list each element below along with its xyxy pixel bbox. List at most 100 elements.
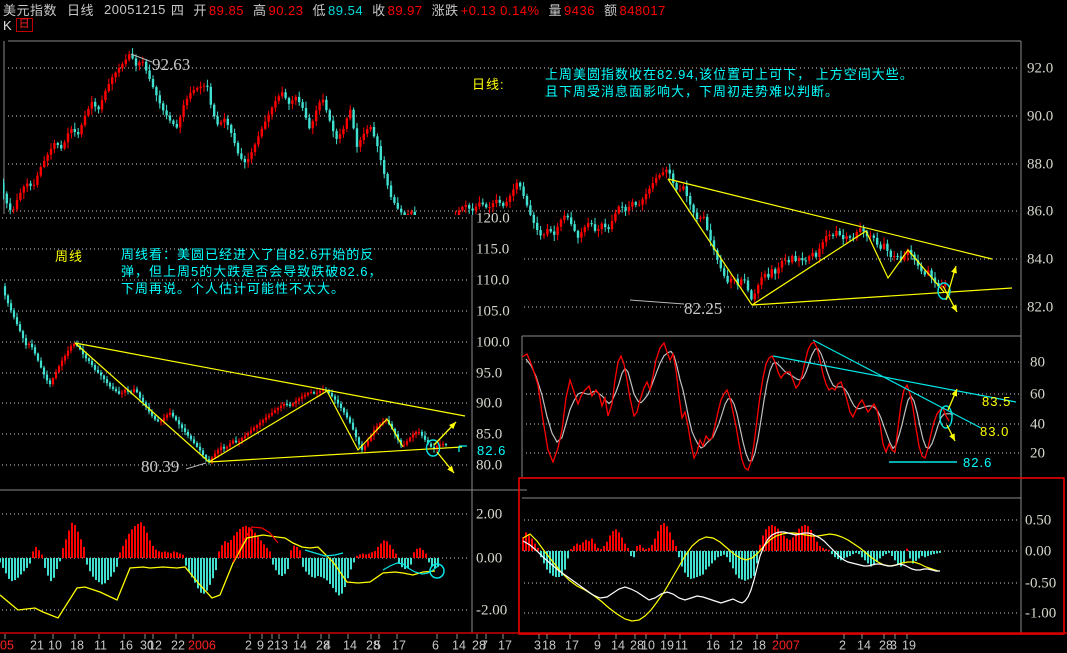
svg-text:14: 14 <box>857 638 871 652</box>
svg-text:0.50: 0.50 <box>1025 512 1051 528</box>
quote-field-label: 额 <box>603 2 618 18</box>
svg-text:22: 22 <box>171 638 185 652</box>
svg-text:3: 3 <box>534 638 541 652</box>
svg-text:14: 14 <box>611 638 625 652</box>
svg-text:10: 10 <box>48 638 62 652</box>
daily-note-text: 上周美圆指数收在82.94,该位置可上可下， 上方空间大些。且下周受消息面影响大… <box>545 67 914 99</box>
svg-text:14: 14 <box>293 638 307 652</box>
quote-field-value: 90.23 <box>268 2 304 18</box>
quote-field-value: 9436 <box>564 2 595 18</box>
quote-field-label: 高 <box>252 2 267 18</box>
svg-text:21: 21 <box>30 638 44 652</box>
svg-text:7: 7 <box>481 638 488 652</box>
weekly-low-price-label: 80.39 <box>141 457 180 476</box>
svg-text:84.0: 84.0 <box>1027 251 1053 267</box>
svg-text:0.00: 0.00 <box>1025 543 1051 559</box>
quote-fields: 开 89.85 高 90.23 低 89.54 收 89.97 涨跌 +0.13 0.14% 量 94… <box>184 0 665 19</box>
svg-text:28: 28 <box>879 638 893 652</box>
svg-text:18: 18 <box>542 638 556 652</box>
svg-text:6: 6 <box>432 638 439 652</box>
svg-text:2: 2 <box>245 638 252 652</box>
quote-field-低: 低 89.54 <box>313 0 364 19</box>
svg-text:92.0: 92.0 <box>1027 60 1053 76</box>
svg-text:17: 17 <box>392 638 406 652</box>
symbol-name[interactable]: 美元指数 <box>3 2 58 18</box>
svg-text:80.0: 80.0 <box>476 457 502 473</box>
quote-field-label: 量 <box>548 2 563 18</box>
svg-text:10: 10 <box>641 638 655 652</box>
k-period-badge[interactable]: 日 <box>15 18 33 32</box>
svg-text:13: 13 <box>274 638 288 652</box>
svg-text:28: 28 <box>366 638 380 652</box>
oscillator-focus-circle <box>939 405 953 429</box>
quote-bar: 美元指数 日线 20051215 四 开 89.85 高 90.23 低 89.54 收 89… <box>3 0 666 19</box>
quote-field-value: +0.13 0.14% <box>460 2 540 18</box>
quote-field-label: 收 <box>372 2 386 18</box>
selected-pane-border <box>518 477 1065 635</box>
svg-text:14: 14 <box>452 638 466 652</box>
svg-text:5: 5 <box>374 638 381 652</box>
quote-field-label: 低 <box>312 2 327 18</box>
svg-text:80: 80 <box>1030 354 1045 370</box>
svg-text:85.0: 85.0 <box>476 426 502 442</box>
k-indicator-label[interactable]: K <box>3 17 12 33</box>
svg-text:14: 14 <box>343 638 357 652</box>
svg-text:82.0: 82.0 <box>1027 299 1053 315</box>
svg-text:4: 4 <box>324 638 331 652</box>
svg-text:18: 18 <box>70 638 84 652</box>
peak-price-label: 92.63 <box>152 55 191 74</box>
quote-field-开: 开 89.85 <box>193 0 244 19</box>
macd-left-focus-circle <box>429 563 445 579</box>
svg-text:115.0: 115.0 <box>476 241 509 257</box>
svg-text:100.0: 100.0 <box>476 334 510 350</box>
svg-text:2: 2 <box>839 638 846 652</box>
svg-text:90.0: 90.0 <box>476 395 502 411</box>
weekly-support-label: 82.6 <box>477 443 507 458</box>
svg-text:60: 60 <box>1030 386 1045 402</box>
oscillator-panel[interactable]: 80 60 40 20 <box>521 335 1045 477</box>
svg-text:17: 17 <box>498 638 512 652</box>
svg-text:12: 12 <box>148 638 162 652</box>
kline-indicator-row: K 日 <box>3 17 33 33</box>
svg-text:120.0: 120.0 <box>476 210 510 226</box>
svg-text:20: 20 <box>1030 445 1045 461</box>
quote-weekday: 四 <box>170 2 185 18</box>
daily-low-price-label: 82.25 <box>684 299 723 318</box>
target-high-label: 83.5 <box>982 394 1012 409</box>
svg-text:40: 40 <box>1030 416 1045 432</box>
macd-panel-left[interactable]: 2.00 0.00 -2.00 <box>0 489 527 619</box>
daily-note-label: 日线: <box>472 77 505 92</box>
svg-text:3: 3 <box>890 638 897 652</box>
svg-text:110.0: 110.0 <box>476 272 509 288</box>
svg-text:16: 16 <box>119 638 133 652</box>
quote-field-额: 额 848017 <box>604 0 666 19</box>
quote-field-label: 涨跌 <box>431 2 459 18</box>
svg-text:9: 9 <box>257 638 264 652</box>
svg-text:-2.00: -2.00 <box>476 602 507 618</box>
svg-text:-1.00: -1.00 <box>1025 605 1056 621</box>
svg-text:11: 11 <box>675 638 688 652</box>
svg-text:19: 19 <box>902 638 916 652</box>
svg-text:28: 28 <box>472 638 486 652</box>
svg-text:88.0: 88.0 <box>1027 156 1053 172</box>
svg-text:2.00: 2.00 <box>476 506 502 522</box>
quote-field-value: 89.54 <box>328 2 364 18</box>
osc-support-label: 82.6 <box>963 455 993 470</box>
quote-field-value: 848017 <box>619 2 666 18</box>
quote-field-value: 89.85 <box>208 2 244 18</box>
svg-text:30: 30 <box>140 638 154 652</box>
macd-panel-right[interactable]: 0.50 0.00 -0.50 -1.00 <box>518 477 1065 635</box>
svg-text:28: 28 <box>630 638 644 652</box>
quote-field-高: 高 90.23 <box>253 0 304 19</box>
svg-text:2006: 2006 <box>188 638 216 652</box>
svg-text:0.00: 0.00 <box>476 550 502 566</box>
quote-field-涨跌: 涨跌 +0.13 0.14% <box>432 0 540 19</box>
period-label[interactable]: 日线 <box>67 2 95 18</box>
weekly-note-label: 周线 <box>55 249 84 264</box>
svg-text:95.0: 95.0 <box>476 365 502 381</box>
svg-text:90.0: 90.0 <box>1027 108 1053 124</box>
weekly-chart-window[interactable]: 120.0 115.0 110.0 105.0 100.0 95.0 90.0 85.0 80.… <box>0 210 522 633</box>
